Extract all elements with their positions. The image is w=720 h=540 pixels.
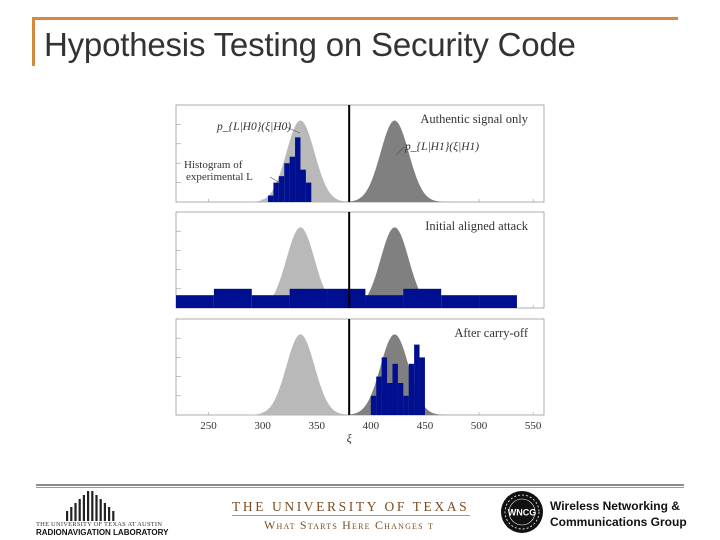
h1-pdf-pointer — [395, 146, 405, 156]
wncg-name-line2: Communications Group — [550, 515, 687, 529]
histogram-pointer — [269, 176, 281, 184]
h0-distribution — [244, 227, 357, 308]
histogram-bar — [376, 376, 382, 415]
histogram-bar — [479, 295, 517, 308]
wncg-badge-text: WNCG — [508, 508, 537, 518]
logo-bar — [91, 491, 94, 521]
logo-bar — [70, 507, 73, 521]
logo-bar — [95, 495, 98, 521]
slide-title: Hypothesis Testing on Security Code — [44, 26, 576, 63]
histogram-bar — [365, 295, 404, 308]
histogram-bar — [370, 395, 377, 415]
panel-label: Authentic signal only — [420, 112, 528, 126]
h0-pdf-label: p_{L|H0}(ξ|H0) — [216, 120, 291, 133]
panel-3: After carry-off — [175, 318, 545, 416]
histogram-bar — [392, 363, 398, 415]
histogram-bar — [414, 344, 420, 415]
wncg-logo-icon: WNCG — [501, 491, 543, 533]
logo-bar — [74, 503, 77, 521]
footer-rule — [36, 484, 684, 486]
histogram-bar — [403, 288, 442, 308]
ut-wordmark: THE UNIVERSITY OF TEXAS — [232, 499, 470, 514]
h1-distribution — [338, 120, 451, 202]
rnl-university-text: THE UNIVERSITY OF TEXAS AT AUSTIN — [36, 521, 163, 528]
histogram-bar — [295, 137, 301, 202]
panel-label: After carry-off — [454, 326, 529, 340]
h0-distribution — [244, 334, 357, 415]
histogram-label-line1: Histogram of — [184, 159, 243, 171]
histogram-bar — [273, 182, 279, 202]
logo-bar — [108, 507, 111, 521]
histogram-bar — [300, 169, 306, 202]
title-frame-top — [32, 17, 678, 20]
logo-bar — [103, 503, 106, 521]
x-tick-label: 400 — [363, 420, 380, 432]
histogram-label-line2: experimental L — [186, 171, 253, 183]
histogram-bar — [408, 363, 415, 415]
x-tick-label: 300 — [254, 420, 271, 432]
x-tick-label: 450 — [417, 420, 434, 432]
histogram-bar — [305, 182, 312, 202]
footer-rule-accent — [36, 487, 684, 488]
histogram-bar — [327, 288, 366, 308]
ut-tagline: What Starts Here Changes t — [264, 518, 435, 532]
logo-bar — [66, 511, 69, 521]
histogram-bar — [278, 176, 285, 202]
histogram-bar — [268, 195, 274, 202]
h0-pdf-pointer — [285, 126, 301, 134]
wncg-name-line1: Wireless Networking & — [550, 499, 680, 513]
ut-wordmark-rule — [232, 515, 470, 516]
logo-bar — [82, 495, 85, 521]
panel-1: Authentic signal only p_{L|H0}(ξ|H0) p_{L|… — [175, 104, 545, 203]
x-tick-label: 350 — [308, 420, 325, 432]
histogram-bar — [289, 288, 328, 308]
panel-label: Initial aligned attack — [425, 219, 528, 233]
histogram-bar — [381, 357, 388, 415]
logo-bar — [99, 499, 102, 521]
histogram-bar — [284, 163, 290, 202]
logo-bar — [112, 511, 115, 521]
radionavigation-logo-icon — [66, 491, 115, 521]
histogram-bar — [387, 383, 393, 415]
histogram-bar — [176, 295, 214, 308]
x-axis-label: ξ — [347, 431, 353, 445]
x-tick-label: 500 — [471, 420, 488, 432]
h1-distribution — [338, 227, 451, 308]
histogram-bar — [403, 395, 409, 415]
hypothesis-figure: Authentic signal only p_{L|H0}(ξ|H0) p_{L|… — [175, 104, 545, 445]
histogram-bar — [289, 156, 296, 202]
histogram-bar — [419, 357, 425, 415]
panel-2: Initial aligned attack — [175, 211, 545, 309]
x-tick-label: 550 — [525, 420, 542, 432]
x-tick-label: 250 — [200, 420, 217, 432]
h1-pdf-label: p_{L|H1}(ξ|H1) — [404, 140, 479, 153]
logo-bar — [78, 499, 81, 521]
histogram-bar — [213, 288, 252, 308]
title-frame-left — [32, 17, 35, 66]
histogram-bar — [397, 383, 404, 415]
panel-frame — [175, 318, 545, 416]
histogram-bar — [441, 295, 480, 308]
histogram-bar — [251, 295, 290, 308]
logo-bar — [87, 491, 90, 521]
panel-frame — [175, 104, 545, 203]
rnl-lab-name: RADIONAVIGATION LABORATORY — [36, 528, 169, 537]
